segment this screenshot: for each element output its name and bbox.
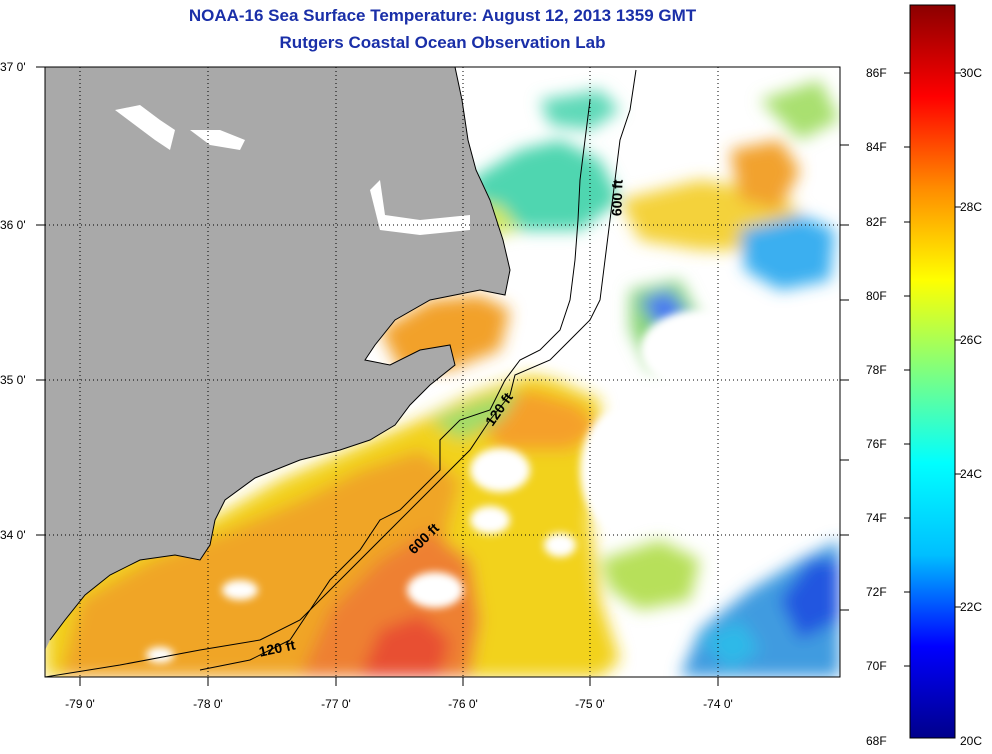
lat-label-36: 36 0' [0, 218, 26, 232]
cb-f-label-68: 68F [866, 734, 887, 748]
cb-c-label-30: 30C [960, 66, 983, 80]
cb-c-label-22: 22C [960, 600, 983, 614]
cb-c-label-28: 28C [960, 200, 983, 214]
lon-label-76: -76 0' [448, 697, 478, 711]
chart-subtitle: Rutgers Coastal Ocean Observation Lab [279, 33, 606, 52]
lon-label-74: -74 0' [703, 697, 733, 711]
cb-f-label-70: 70F [866, 659, 887, 673]
land-mass [45, 67, 510, 650]
lon-label-75: -75 0' [575, 697, 605, 711]
cb-f-label-72: 72F [866, 585, 887, 599]
isobath-600ft [45, 69, 637, 677]
lat-label-35: 35 0' [0, 373, 26, 387]
cb-f-label-82: 82F [866, 215, 887, 229]
cb-f-label-80: 80F [866, 289, 887, 303]
cb-c-label-20: 20C [960, 734, 983, 748]
chart-title: NOAA-16 Sea Surface Temperature: August … [188, 6, 697, 25]
lon-label-77: -77 0' [321, 697, 351, 711]
colorbar-ticks [904, 72, 961, 667]
isobath-120ft [199, 99, 591, 671]
lake-white-2 [190, 130, 245, 150]
lon-label-78: -78 0' [193, 697, 223, 711]
isobath-label-north-600: 600 ft [608, 179, 625, 216]
cb-c-label-26: 26C [960, 333, 983, 347]
cloud-gaps [146, 310, 835, 663]
axis-ticks [36, 66, 849, 686]
graticule [45, 67, 840, 677]
lon-label-79: -79 0' [65, 697, 95, 711]
cb-f-label-76: 76F [866, 437, 887, 451]
cb-f-label-86: 86F [866, 66, 887, 80]
sst-field [45, 80, 840, 677]
lat-label-37: 37 0' [0, 60, 26, 74]
cb-c-label-24: 24C [960, 467, 983, 481]
lat-label-34: 34 0' [0, 528, 26, 542]
isobath-label-south-120: 120 ft [257, 636, 296, 659]
lake-white [115, 105, 175, 150]
cb-f-label-74: 74F [866, 511, 887, 525]
cb-f-label-78: 78F [866, 363, 887, 377]
coastline [49, 67, 511, 641]
sound-white [370, 180, 470, 235]
map-frame [44, 66, 841, 678]
cb-f-label-84: 84F [866, 140, 887, 154]
colorbar-gradient [909, 4, 956, 739]
